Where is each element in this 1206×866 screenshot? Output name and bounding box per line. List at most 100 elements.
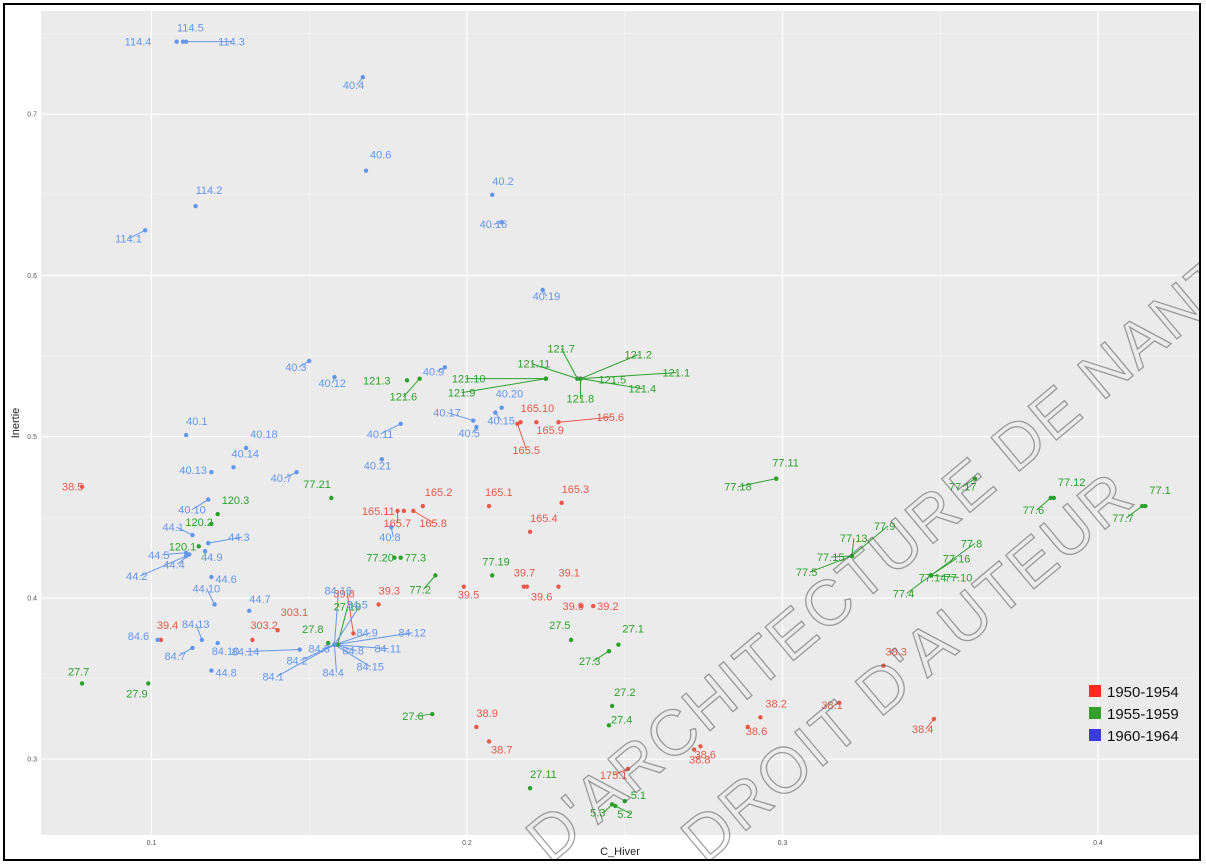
point-label: 121.3 bbox=[363, 375, 391, 387]
label-leader bbox=[809, 555, 853, 573]
legend-label: 1950-1954 bbox=[1107, 684, 1179, 701]
data-point bbox=[543, 376, 549, 381]
point-label: 77.4 bbox=[893, 588, 914, 600]
data-point bbox=[404, 378, 410, 383]
data-point bbox=[417, 376, 422, 381]
point-label: 40.17 bbox=[433, 408, 461, 420]
label-leader bbox=[830, 555, 852, 558]
data-point bbox=[196, 544, 201, 549]
point-label: 38.3 bbox=[885, 647, 906, 659]
point-label: 27.2 bbox=[614, 687, 635, 699]
y-tick-label: 0.6 bbox=[27, 273, 37, 280]
point-label: 121.6 bbox=[390, 392, 418, 404]
data-point bbox=[193, 203, 198, 209]
x-tick-label: 0.1 bbox=[147, 840, 157, 847]
point-label: 84.12 bbox=[398, 628, 426, 640]
point-label: 39.1 bbox=[558, 568, 579, 580]
data-point bbox=[606, 723, 612, 728]
label-leader bbox=[580, 378, 643, 390]
chart-frame: 0.1 0.2 0.3 0.4 0.3 0.4 0.5 0.6 0.7 C_Hiver Iner… bbox=[3, 3, 1201, 861]
point-label: 84.10 bbox=[212, 646, 240, 658]
point-label: 84.6 bbox=[128, 631, 149, 643]
data-point bbox=[474, 724, 479, 730]
label-leader bbox=[245, 649, 300, 653]
data-point bbox=[360, 74, 366, 80]
data-point bbox=[773, 476, 779, 481]
data-point bbox=[142, 228, 148, 233]
point-label: 303.2 bbox=[250, 620, 278, 632]
label-leader bbox=[613, 768, 629, 776]
point-label: 44.1 bbox=[162, 522, 183, 534]
data-point bbox=[335, 642, 340, 647]
point-label: 40.13 bbox=[179, 465, 207, 477]
label-leader bbox=[139, 555, 187, 577]
data-point bbox=[183, 432, 189, 438]
point-label: 40.15 bbox=[487, 416, 515, 428]
point-label: 40.12 bbox=[318, 378, 346, 390]
data-point bbox=[158, 637, 164, 643]
point-label: 165.9 bbox=[536, 425, 564, 437]
point-label: 39.7 bbox=[514, 568, 535, 580]
point-label: 121.2 bbox=[625, 350, 653, 362]
data-point bbox=[606, 648, 612, 654]
label-leader bbox=[191, 499, 209, 511]
data-point bbox=[499, 405, 504, 410]
point-label: 27.7 bbox=[68, 666, 89, 678]
point-label: 77.3 bbox=[405, 553, 426, 565]
point-label: 84.13 bbox=[182, 619, 210, 631]
data-point bbox=[575, 376, 580, 381]
data-point bbox=[515, 421, 520, 427]
point-label: 77.17 bbox=[949, 482, 977, 494]
point-label: 40.16 bbox=[480, 219, 508, 231]
legend-swatch bbox=[1089, 707, 1101, 719]
point-label: 39.4 bbox=[157, 620, 178, 632]
point-label: 84.5 bbox=[346, 600, 367, 612]
point-label: 44.9 bbox=[201, 552, 222, 564]
data-point bbox=[294, 469, 299, 475]
scatter-chart: 0.1 0.2 0.3 0.4 0.3 0.4 0.5 0.6 0.7 C_Hiver Iner… bbox=[10, 11, 1199, 859]
data-point bbox=[209, 574, 214, 580]
label-leader bbox=[128, 229, 146, 239]
data-point bbox=[625, 766, 631, 772]
point-label: 27.4 bbox=[611, 714, 632, 726]
point-label: 84.4 bbox=[322, 668, 343, 680]
label-leader bbox=[178, 647, 193, 657]
point-label: 38.4 bbox=[912, 724, 933, 736]
label-leader bbox=[851, 525, 889, 557]
y-tick-label: 0.5 bbox=[27, 434, 37, 441]
point-label: 27.3 bbox=[579, 656, 600, 668]
point-label: 120.1 bbox=[169, 541, 197, 553]
point-label: 165.10 bbox=[521, 403, 555, 415]
legend-swatch bbox=[1089, 685, 1101, 697]
point-label: 39.5 bbox=[458, 590, 479, 602]
data-point bbox=[332, 642, 337, 647]
point-label: 40.4 bbox=[343, 80, 364, 92]
label-leader bbox=[738, 478, 777, 488]
point-label: 121.8 bbox=[567, 394, 595, 406]
data-point bbox=[231, 465, 236, 470]
y-tick-label: 0.7 bbox=[27, 112, 37, 119]
data-point bbox=[206, 497, 211, 502]
point-label: 44.2 bbox=[126, 571, 147, 583]
data-point bbox=[461, 584, 467, 589]
point-label: 40.11 bbox=[367, 429, 394, 441]
data-point bbox=[398, 421, 403, 427]
point-label: 40.1 bbox=[186, 416, 207, 428]
data-point bbox=[540, 287, 545, 293]
point-label: 77.19 bbox=[482, 556, 510, 568]
data-point bbox=[250, 637, 255, 643]
point-label: 121.9 bbox=[448, 388, 476, 400]
point-label: 44.7 bbox=[249, 594, 270, 606]
label-leader bbox=[416, 713, 433, 717]
point-label: 39.2 bbox=[597, 601, 618, 613]
point-label: 303.1 bbox=[281, 607, 309, 619]
label-leader bbox=[906, 574, 932, 594]
point-label: 84.7 bbox=[164, 651, 185, 663]
point-label: 44.6 bbox=[215, 574, 236, 586]
data-point bbox=[209, 469, 214, 475]
label-leader bbox=[413, 510, 434, 524]
data-point bbox=[215, 640, 220, 646]
x-tick-label: 0.4 bbox=[1093, 840, 1103, 847]
point-label: 77.15 bbox=[817, 552, 845, 564]
point-label: 40.9 bbox=[423, 366, 444, 378]
